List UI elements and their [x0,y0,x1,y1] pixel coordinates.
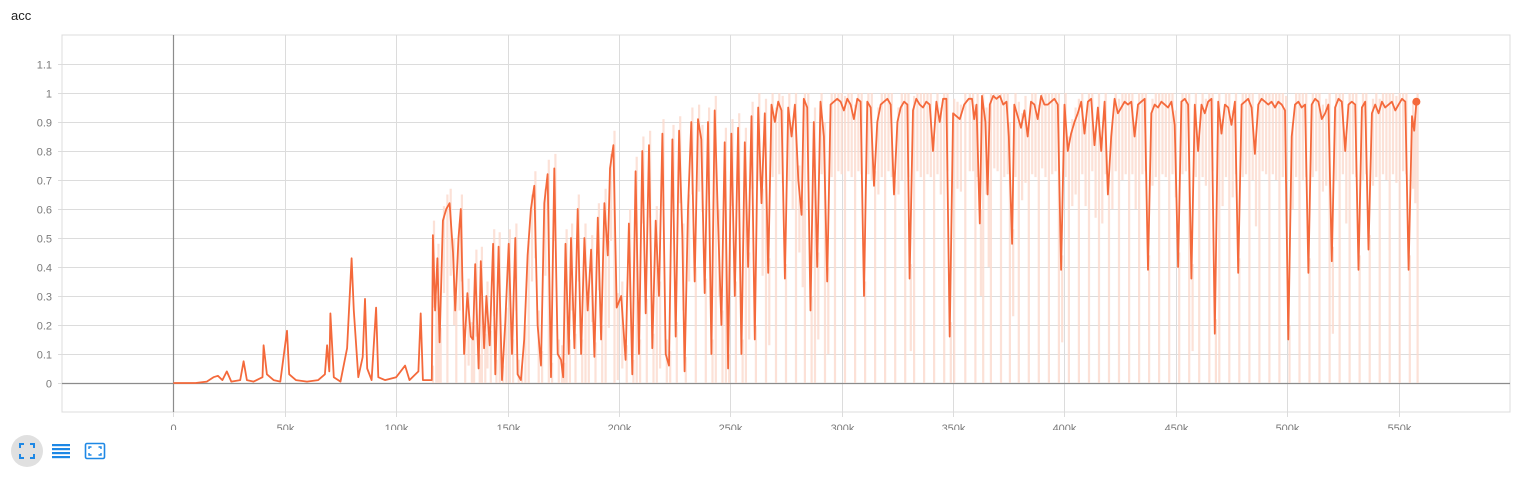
expand-chart-button[interactable] [79,435,111,467]
x-tick-label: 150k [497,423,521,430]
x-tick-label: 0 [170,423,176,430]
plot-frame [61,34,1511,413]
axes [62,35,1510,412]
y-tick-label: 1.1 [37,60,52,72]
x-tick-labels: 0 50k 100k 150k 200k 250k 300k 350k 400k 450k 500k… [170,423,1411,430]
series-line [173,95,1418,384]
smoothed-series [173,95,1421,384]
y-tick-label: 0.8 [37,147,52,159]
y-tick-labels: 0 0.1 0.2 0.3 0.4 0.5 0.6 0.7 0.8 0.9 1 1.1 [37,60,52,391]
last-point-marker [1412,97,1421,106]
x-tick-label: 50k [277,423,295,430]
chart-title: acc [11,8,32,23]
y-tick-label: 0 [46,379,52,391]
x-tick-label: 450k [1165,423,1189,430]
line-chart: 0 0.1 0.2 0.3 0.4 0.5 0.6 0.7 0.8 0.9 1 1.1 0 50k 100… [37,34,1511,430]
y-tick-label: 0.5 [37,234,52,246]
fit-domain-button[interactable] [11,435,43,467]
x-tick-label: 300k [831,423,855,430]
toggle-log-scale-icon [52,444,70,459]
y-tick-label: 0.6 [37,205,52,217]
fit-domain-icon [19,443,35,459]
y-tick-label: 0.2 [37,321,52,333]
y-tick-label: 0.1 [37,350,52,362]
y-tick-label: 0.9 [37,118,52,130]
expand-chart-icon [84,442,106,460]
x-tick-label: 500k [1276,423,1300,430]
x-tick-label: 100k [385,423,409,430]
chart-toolbar [11,435,111,467]
x-tick-label: 550k [1388,423,1412,430]
x-tick-label: 200k [608,423,632,430]
toggle-log-scale-button[interactable] [45,435,77,467]
x-tick-label: 350k [942,423,966,430]
y-tick-label: 0.7 [37,176,52,188]
y-tick-label: 0.3 [37,292,52,304]
x-tick-label: 400k [1053,423,1077,430]
x-tick-label: 250k [719,423,743,430]
y-tick-label: 0.4 [37,263,52,275]
y-tick-label: 1 [46,89,52,101]
